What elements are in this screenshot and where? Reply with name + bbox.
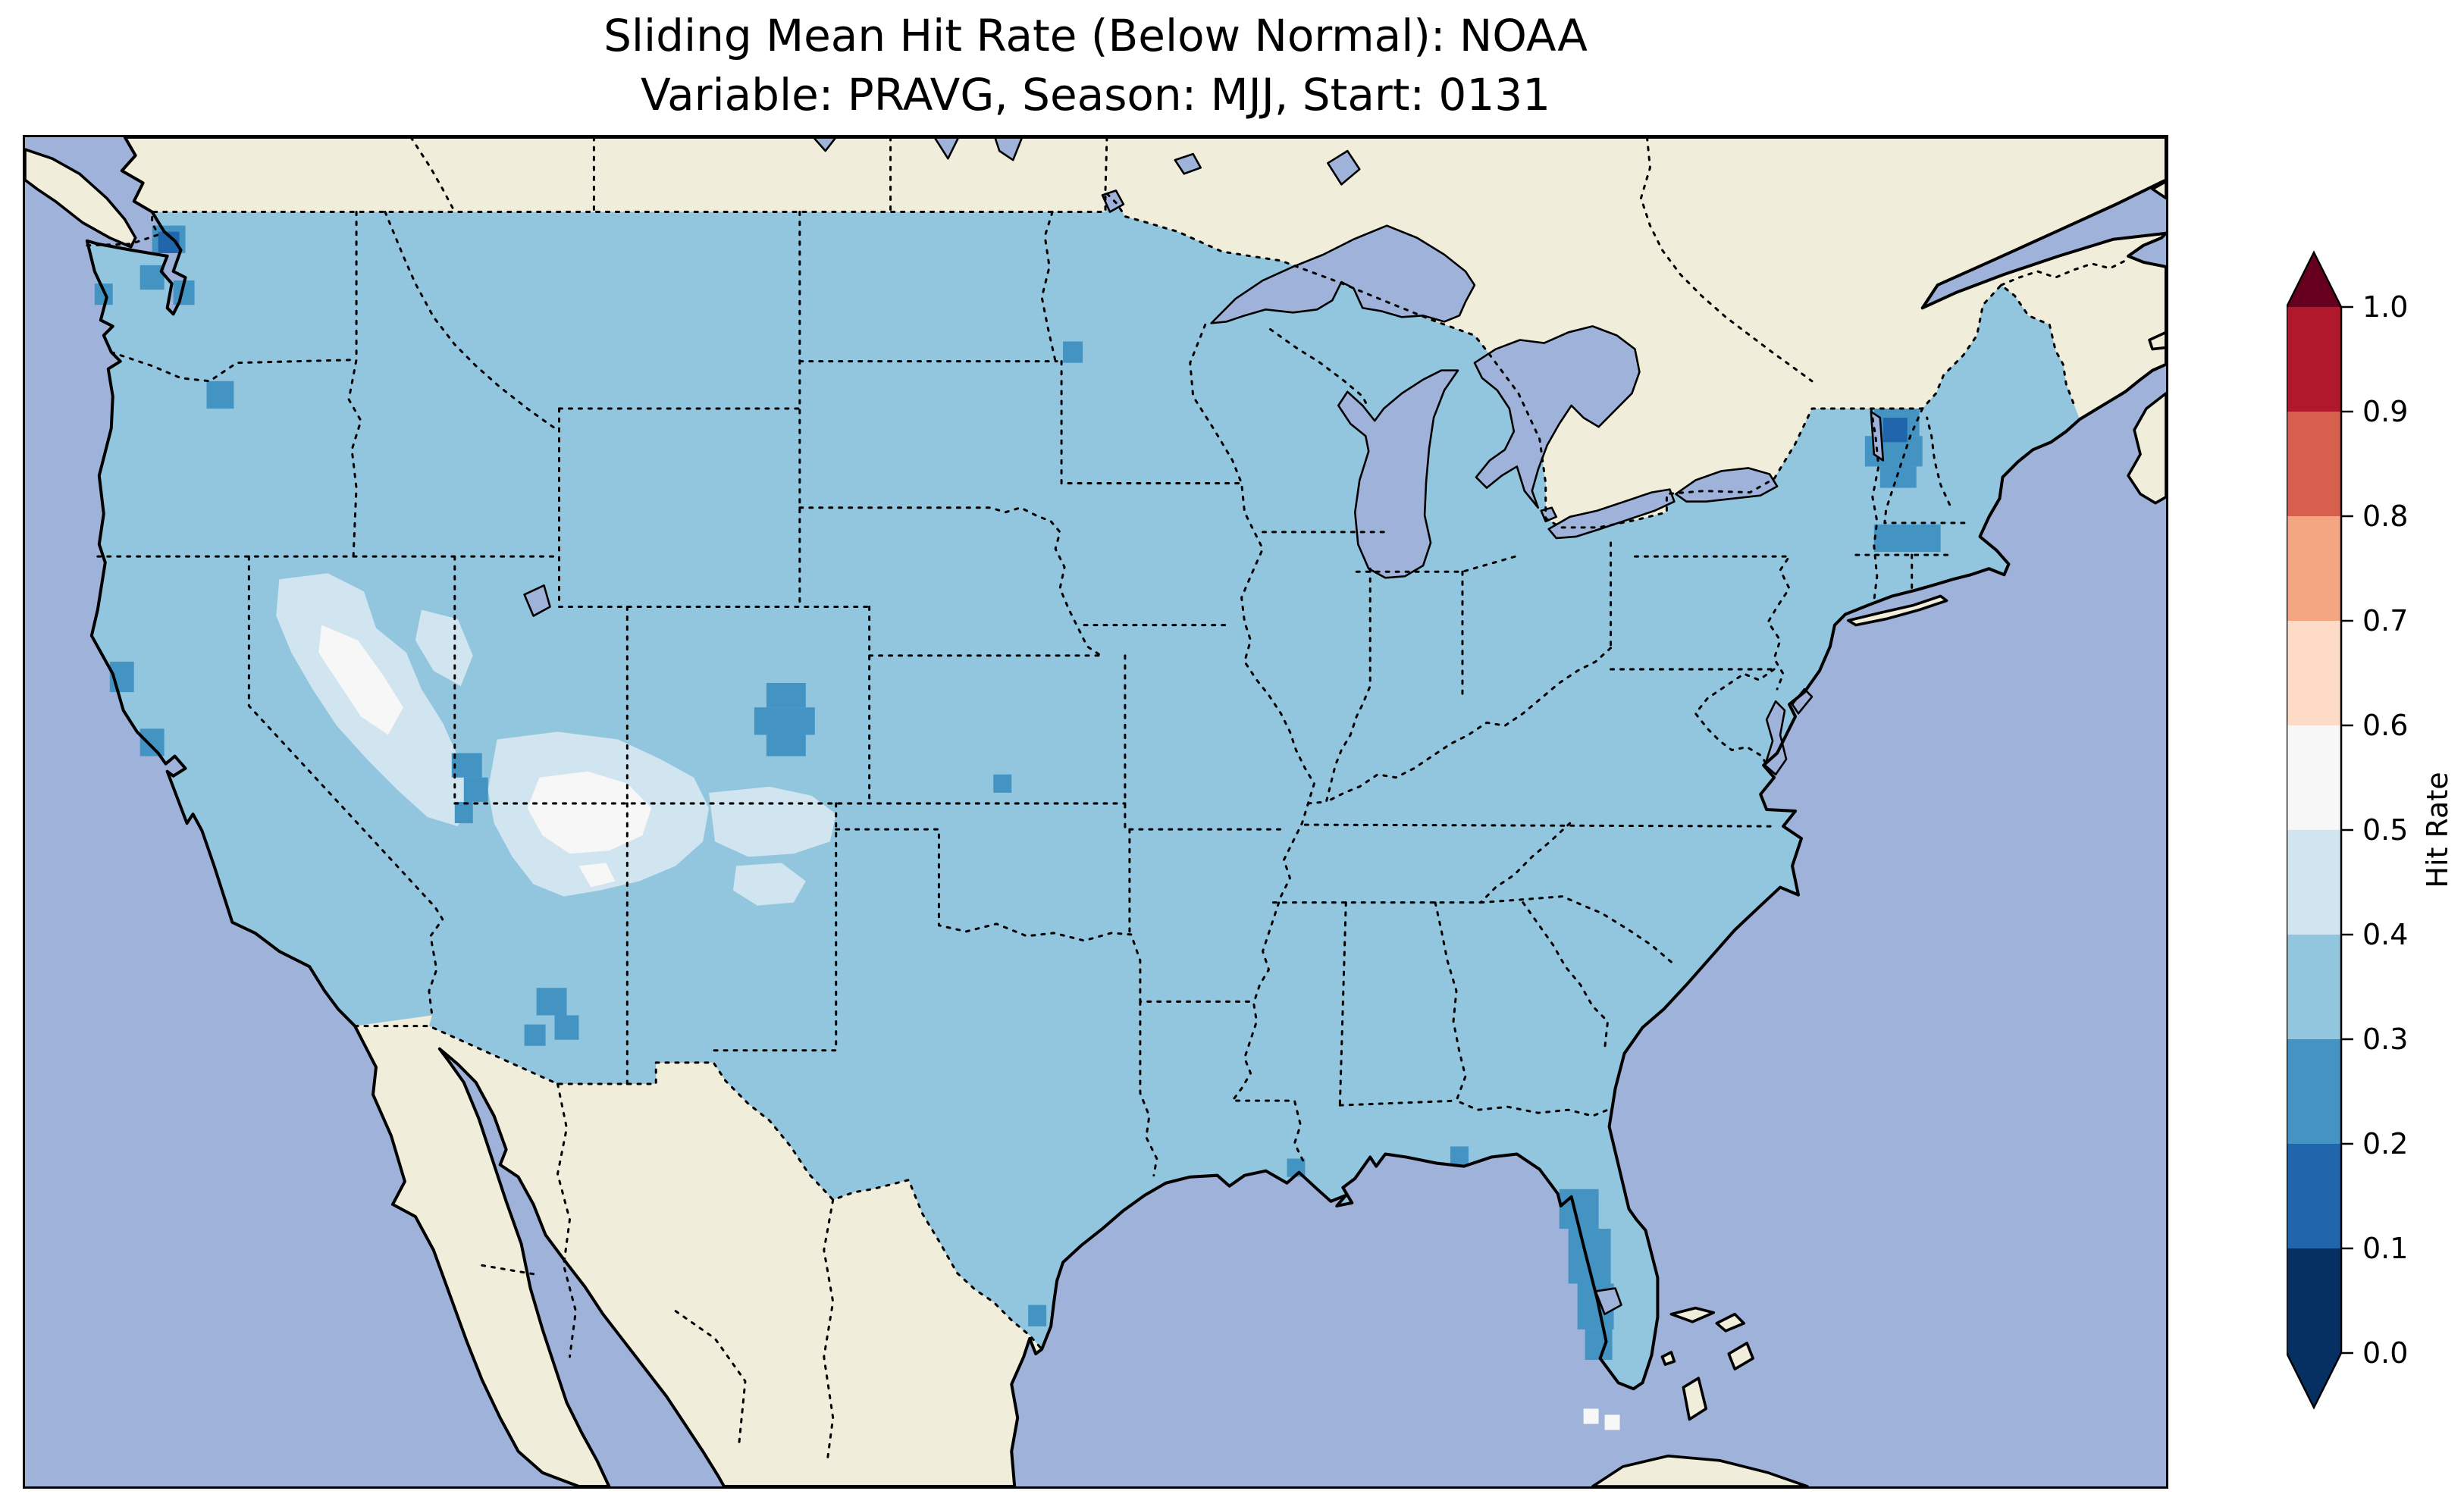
colorbar-segment: [2287, 621, 2341, 725]
colorbar-axis-label: Hit Rate: [2421, 772, 2454, 888]
anticosti-island: [2151, 180, 2166, 200]
colorbar-tick-label: 0.8: [2362, 500, 2408, 533]
colorbar-svg: 1.0 0.9 0.8 0.7 0.6 0.5 0.4 0.3 0.2 0.1 …: [2285, 250, 2454, 1410]
colorbar-tick-label: 0.4: [2362, 918, 2408, 951]
lake-manitoba: [933, 137, 960, 160]
colorbar-over-arrow: [2287, 252, 2341, 307]
heatmap-cell: [524, 1024, 546, 1046]
grand-bahama: [1669, 1306, 1716, 1323]
lakes-layer: [523, 137, 1885, 1316]
heatmap-cell: [415, 609, 473, 687]
heatmap-cell: [554, 1015, 579, 1040]
cuba: [1591, 1454, 1809, 1486]
eleuthera: [1727, 1342, 1754, 1370]
heatmap-cell: [578, 863, 616, 888]
colorbar-segment: [2287, 830, 2341, 935]
colorbar-tick-labels: 1.0 0.9 0.8 0.7 0.6 0.5 0.4 0.3 0.2 0.1 …: [2362, 290, 2408, 1370]
heatmap-cell: [463, 777, 488, 802]
lake-champlain: [1870, 410, 1885, 462]
heatmap-cell: [1028, 1305, 1047, 1326]
heatmap-cell: [140, 728, 165, 756]
heatmap-cell: [527, 771, 652, 854]
conus-heatmap-base: [86, 192, 2080, 1389]
colorbar-ticks: [2341, 305, 2353, 1355]
heatmap-cell: [1873, 524, 1941, 553]
colorbar: 1.0 0.9 0.8 0.7 0.6 0.5 0.4 0.3 0.2 0.1 …: [2285, 250, 2464, 1413]
lake-michigan: [1337, 369, 1459, 579]
heatmap-cell: [766, 683, 806, 708]
chesapeake-bay: [1763, 700, 1788, 776]
colorbar-segment: [2287, 1039, 2341, 1144]
state-borders: [96, 137, 2130, 1465]
colorbar-segment: [2287, 412, 2341, 516]
colorbar-tick-label: 0.7: [2362, 604, 2408, 637]
heatmap-cell: [206, 381, 234, 409]
heatmap-cells-hit-rate-50-60: [318, 625, 1620, 1430]
heatmap-cell: [451, 753, 482, 778]
colorbar-segment: [2287, 307, 2341, 412]
heatmap-cell: [1879, 466, 1917, 488]
lake-nipigon: [1327, 149, 1361, 186]
map-panel: [23, 135, 2168, 1489]
heatmap-cell: [1450, 1146, 1469, 1165]
colorbar-segment: [2287, 935, 2341, 1039]
prince-edward-island: [2148, 330, 2166, 351]
heatmap-cell: [993, 774, 1012, 793]
lake-superior: [1210, 224, 1476, 324]
conus-region: [86, 192, 2080, 1389]
colorbar-tick-label: 0.9: [2362, 395, 2408, 428]
islands-layer: [25, 148, 2166, 1486]
chart-title-line1: Sliding Mean Hit Rate (Below Normal): NO…: [603, 10, 1588, 61]
colorbar-segment: [2287, 516, 2341, 621]
abaco: [1715, 1312, 1745, 1333]
colorbar-tick-label: 0.5: [2362, 813, 2408, 847]
heatmap-cell: [454, 801, 473, 824]
colorbar-segment: [2287, 725, 2341, 830]
andros: [1682, 1377, 1708, 1421]
lake-winnipeg: [993, 137, 1024, 161]
colorbar-tick-label: 0.3: [2362, 1023, 2408, 1056]
lake-huron: [1473, 325, 1641, 509]
heatmap-cell: [766, 734, 806, 756]
heatmap-cell: [140, 265, 165, 290]
long-island: [1847, 594, 1948, 627]
lake-reindeer: [812, 137, 838, 152]
colorbar-tick-label: 0.2: [2362, 1127, 2408, 1160]
lake-ontario: [1675, 467, 1779, 503]
colorbar-tick-label: 1.0: [2362, 290, 2408, 324]
colorbar-tick-label: 0.1: [2362, 1232, 2408, 1265]
heatmap-cell: [536, 988, 567, 1016]
colorbar-segment: [2287, 1248, 2341, 1353]
lake-seul: [1174, 152, 1202, 175]
vancouver-island: [25, 148, 137, 249]
heatmap-cell: [1585, 1329, 1613, 1361]
heatmap-cell: [1882, 418, 1908, 443]
nova-scotia: [2127, 392, 2166, 505]
chart-title: Sliding Mean Hit Rate (Below Normal): NO…: [23, 6, 2168, 125]
lake-erie: [1547, 488, 1676, 540]
chart-title-line2: Variable: PRAVG, Season: MJJ, Start: 013…: [640, 69, 1551, 121]
lake-okeechobee: [1594, 1287, 1622, 1316]
heatmap-cell: [733, 863, 806, 906]
heatmap-cell: [1604, 1414, 1620, 1430]
bimini: [1660, 1351, 1676, 1366]
colorbar-tick-label: 0.0: [2362, 1336, 2408, 1370]
heatmap-cell: [1063, 341, 1083, 363]
great-salt-lake: [523, 584, 551, 617]
heatmap-cell: [1583, 1408, 1599, 1424]
colorbar-segment: [2287, 1144, 2341, 1248]
heatmap-cell: [754, 707, 815, 735]
heatmap-cell: [318, 625, 403, 735]
conus-hit-rate-map: [25, 137, 2166, 1486]
international-borders: [86, 190, 2075, 1351]
colorbar-under-arrow: [2287, 1353, 2341, 1408]
colorbar-tick-label: 0.6: [2362, 709, 2408, 742]
